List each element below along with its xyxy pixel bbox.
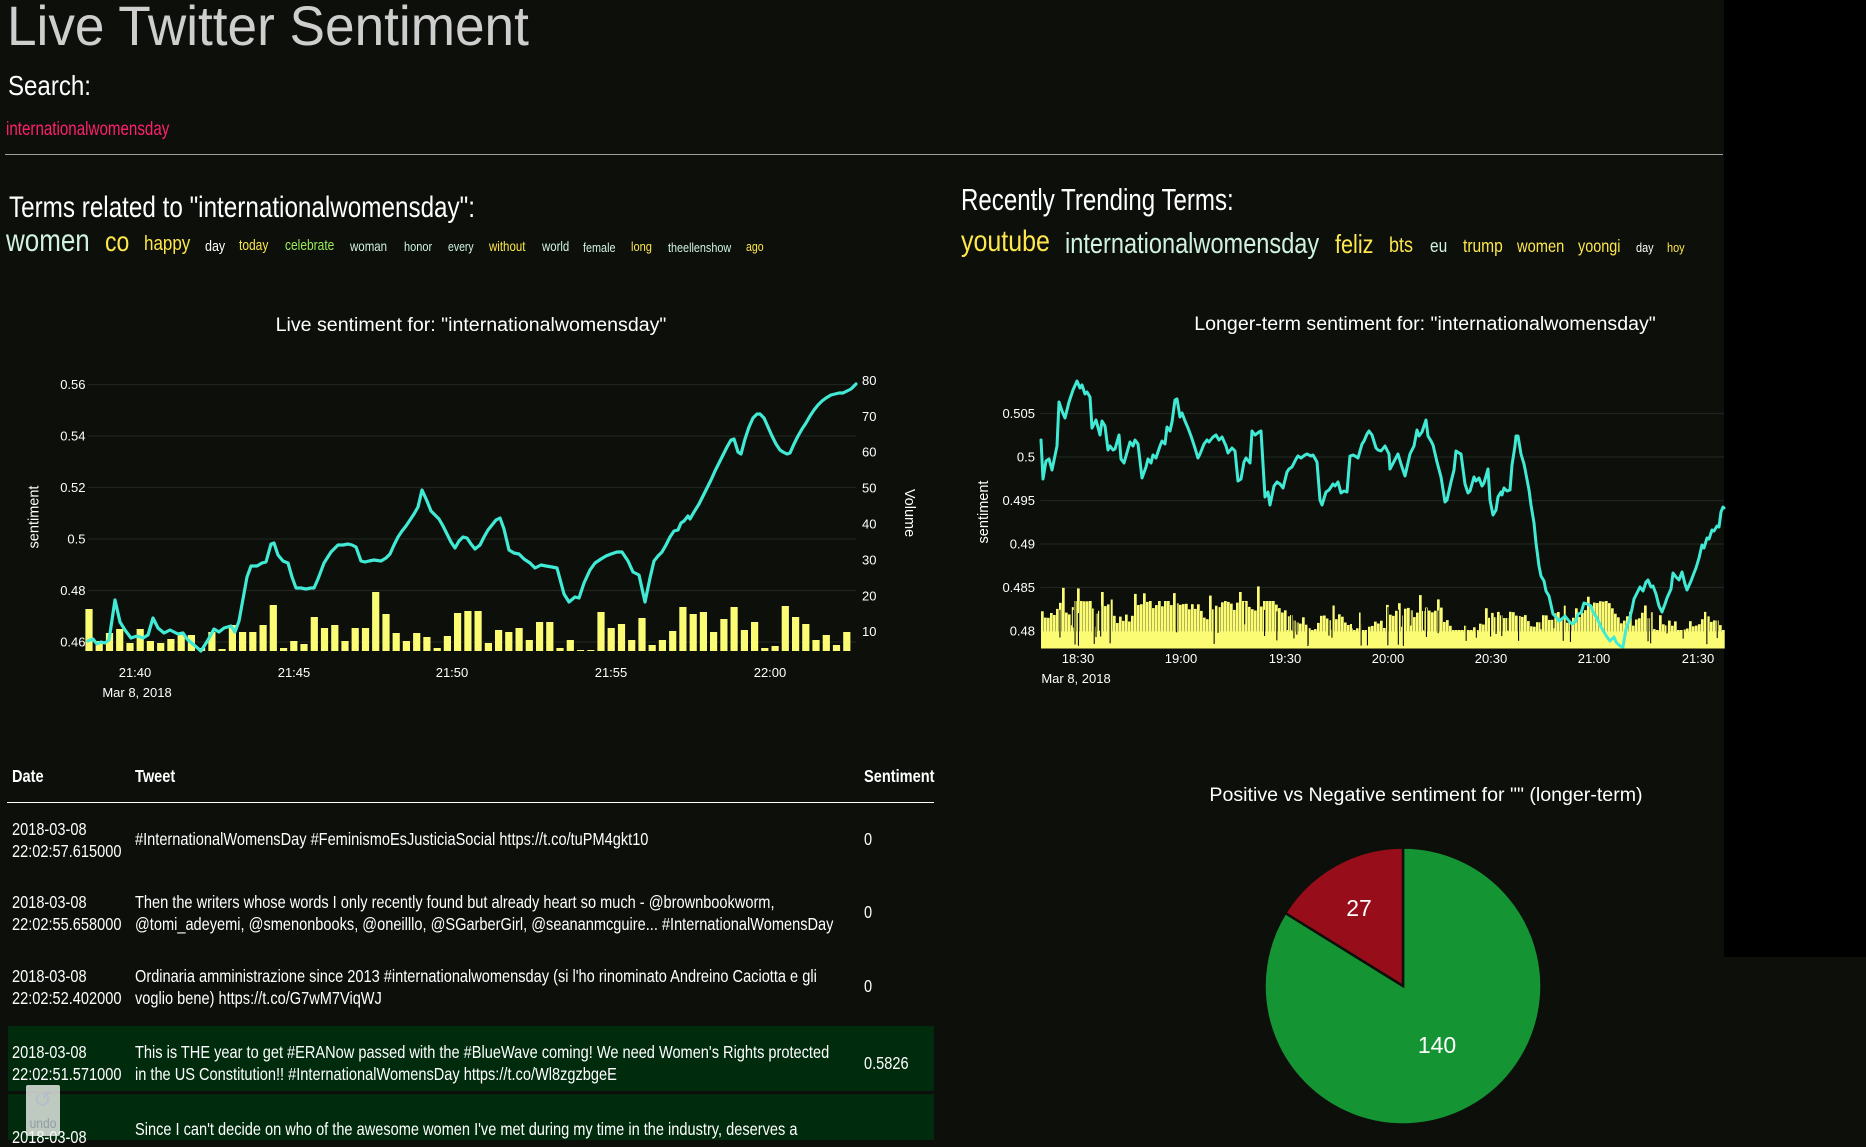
- svg-text:0.495: 0.495: [1002, 493, 1035, 508]
- svg-text:0.52: 0.52: [60, 480, 85, 495]
- svg-text:0.5: 0.5: [67, 532, 85, 547]
- svg-text:0.5: 0.5: [1017, 450, 1035, 465]
- svg-text:0.48: 0.48: [60, 583, 85, 598]
- svg-text:22:00: 22:00: [754, 665, 787, 680]
- svg-text:0.49: 0.49: [1010, 537, 1035, 552]
- svg-text:Mar 8, 2018: Mar 8, 2018: [1041, 671, 1110, 686]
- svg-text:sentiment: sentiment: [976, 481, 992, 544]
- svg-text:10: 10: [862, 624, 876, 639]
- svg-text:Mar 8, 2018: Mar 8, 2018: [102, 685, 171, 700]
- svg-text:21:40: 21:40: [119, 665, 152, 680]
- svg-text:0.56: 0.56: [60, 377, 85, 392]
- svg-text:60: 60: [862, 445, 876, 460]
- svg-text:20: 20: [862, 588, 876, 603]
- svg-text:21:45: 21:45: [278, 665, 311, 680]
- svg-text:21:50: 21:50: [436, 665, 469, 680]
- svg-text:0.46: 0.46: [60, 635, 85, 650]
- svg-text:20:00: 20:00: [1372, 651, 1405, 666]
- svg-text:21:55: 21:55: [595, 665, 628, 680]
- svg-text:19:00: 19:00: [1165, 651, 1198, 666]
- svg-text:Longer-term sentiment for: "in: Longer-term sentiment for: "internationa…: [1194, 313, 1656, 335]
- svg-text:20:30: 20:30: [1475, 651, 1508, 666]
- svg-text:80: 80: [862, 373, 876, 388]
- svg-text:Positive vs Negative sentiment: Positive vs Negative sentiment for "" (l…: [1209, 784, 1642, 806]
- svg-text:50: 50: [862, 481, 876, 496]
- svg-text:30: 30: [862, 552, 876, 567]
- svg-text:0.505: 0.505: [1002, 406, 1035, 421]
- svg-text:Volume: Volume: [901, 489, 917, 537]
- svg-text:Live sentiment for: "internati: Live sentiment for: "internationalwomens…: [276, 314, 667, 336]
- svg-text:0.54: 0.54: [60, 429, 85, 444]
- svg-text:19:30: 19:30: [1269, 651, 1302, 666]
- svg-text:70: 70: [862, 409, 876, 424]
- svg-text:0.48: 0.48: [1010, 624, 1035, 639]
- svg-text:40: 40: [862, 517, 876, 532]
- svg-text:21:00: 21:00: [1578, 651, 1611, 666]
- svg-text:140: 140: [1418, 1032, 1456, 1058]
- svg-text:18:30: 18:30: [1062, 651, 1095, 666]
- svg-text:27: 27: [1346, 895, 1372, 921]
- svg-text:sentiment: sentiment: [27, 486, 43, 549]
- svg-text:0.485: 0.485: [1002, 580, 1035, 595]
- svg-text:21:30: 21:30: [1682, 651, 1715, 666]
